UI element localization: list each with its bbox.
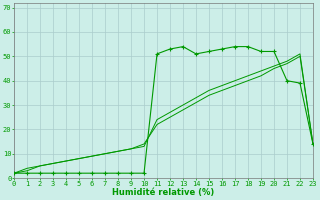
X-axis label: Humidité relative (%): Humidité relative (%) — [112, 188, 215, 197]
